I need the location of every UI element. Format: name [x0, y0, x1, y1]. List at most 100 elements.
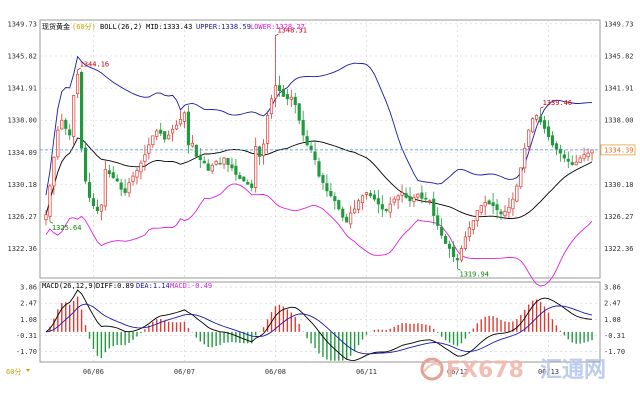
candle-body: [289, 96, 293, 100]
candle-body: [277, 85, 282, 92]
footer-interval[interactable]: 60分: [6, 367, 21, 376]
macd-axis: 3.86 3.86 2.47 2.47 1.08 1.08 -0.31 -0.31 -1.70 -…: [16, 284, 625, 356]
candle-body: [127, 182, 131, 194]
candle-body: [258, 146, 262, 157]
candle-body: [56, 129, 60, 158]
candle-body: [396, 195, 400, 201]
legend-interval: (60分): [72, 22, 96, 31]
candle-body: [174, 124, 179, 130]
candle-body: [44, 214, 48, 221]
candle-body: [194, 144, 198, 157]
candle-body: [503, 211, 507, 217]
candle-body: [353, 208, 357, 214]
candle-body: [206, 163, 210, 171]
legend-mid: MID:1333.43: [146, 23, 192, 31]
candle-body: [364, 192, 369, 195]
legend-symbol: 现货黄金: [42, 22, 70, 31]
candle-body: [242, 176, 246, 182]
candle-body: [341, 208, 345, 218]
candle-body: [115, 178, 119, 182]
candle-body: [87, 182, 92, 198]
macd-tick-label-right: -1.70: [604, 348, 625, 356]
annotation-tick: [275, 33, 279, 36]
candle-body: [400, 192, 404, 196]
candle-body: [99, 204, 103, 212]
time-tick-label: 06/12: [447, 368, 468, 376]
macd-tick-label-left: 3.86: [20, 284, 37, 292]
price-axis: 1349.73 1349.73 1345.82 1345.82 1341.91 1341.…: [7, 20, 633, 253]
candle-body: [428, 200, 432, 202]
candle-body: [301, 120, 305, 136]
candle-body: [360, 195, 365, 204]
candle-body: [586, 152, 590, 158]
annotation-tick: [457, 268, 461, 271]
macd-legend-macd: MACD:-0.49: [170, 282, 212, 290]
candle-body: [135, 170, 139, 178]
candle-body: [265, 114, 270, 144]
main-plot-frame: [39, 19, 601, 279]
candle-body: [198, 155, 202, 161]
candle-body: [550, 135, 555, 146]
candle-body: [582, 154, 586, 159]
candle-body: [531, 118, 535, 133]
candle-body: [444, 235, 448, 244]
annotation-label: 1325.64: [52, 224, 82, 232]
candle-body: [475, 210, 479, 222]
candle-body: [246, 181, 250, 185]
candle-body: [507, 206, 511, 213]
candle-body: [186, 111, 191, 146]
candle-body: [345, 216, 349, 223]
candle-body: [269, 98, 274, 115]
candle-body: [455, 258, 460, 261]
price-tick-label-left: 1341.91: [7, 85, 37, 93]
candle-body: [131, 175, 135, 182]
price-tick-label-right: 1338.00: [604, 117, 634, 125]
candle-body: [143, 154, 147, 162]
candle-body: [250, 183, 254, 188]
candle-body: [535, 114, 539, 120]
boll-lower-line: [45, 183, 593, 287]
watermark: FX678 汇通网: [420, 357, 606, 383]
annotation-label: 1344.16: [80, 61, 110, 69]
time-tick-label: 06/07: [174, 368, 195, 376]
candle-body: [293, 96, 297, 105]
candle-body: [519, 167, 523, 188]
candle-body: [349, 212, 353, 225]
candle-body: [467, 227, 471, 237]
candle-body: [171, 128, 175, 134]
candle-body: [52, 156, 56, 187]
time-tick-label: 06/06: [83, 368, 104, 376]
candle-body: [95, 206, 99, 211]
candle-body: [273, 85, 278, 99]
candle-body: [376, 198, 380, 205]
candle-body: [451, 246, 456, 257]
watermark-brand: FX678: [446, 358, 524, 383]
candle-body: [321, 175, 325, 184]
annotation-tick: [49, 221, 54, 224]
candle-body: [570, 162, 574, 165]
candle-body: [337, 200, 341, 210]
candle-body: [123, 188, 127, 193]
candle-body: [190, 142, 194, 147]
candle-body: [317, 161, 321, 177]
price-tick-label-left: 1322.36: [7, 245, 37, 253]
candle-body: [412, 197, 416, 202]
candle-body: [214, 160, 218, 165]
boll-upper-line: [45, 55, 593, 196]
price-tick-label-right: 1349.73: [604, 20, 634, 28]
candle-body: [91, 198, 96, 207]
time-tick-label: 06/08: [265, 368, 286, 376]
macd-plot-frame: [39, 281, 601, 363]
candle-body: [72, 95, 76, 137]
candle-body: [178, 119, 183, 125]
candle-body: [305, 136, 309, 146]
candle-body: [424, 197, 428, 200]
annotation-label: 1339.46: [543, 99, 573, 107]
candle-body: [107, 170, 111, 174]
candle-body: [254, 146, 258, 188]
watermark-cn: 汇通网: [540, 358, 606, 383]
current-price-label: 1334.39: [604, 146, 634, 154]
candle-body: [495, 204, 499, 211]
footer-dropdown-icon[interactable]: [26, 369, 30, 372]
